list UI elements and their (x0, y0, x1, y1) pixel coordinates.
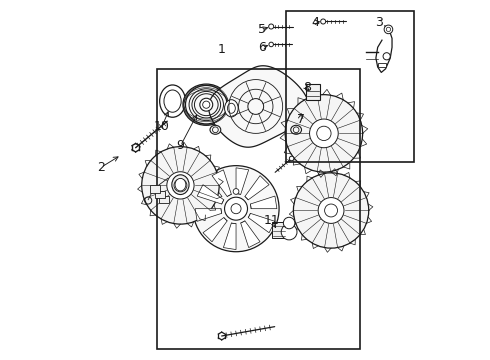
Text: 11: 11 (264, 214, 280, 227)
Ellipse shape (210, 125, 221, 134)
Text: 6: 6 (258, 41, 266, 54)
Polygon shape (212, 170, 231, 197)
Circle shape (200, 98, 213, 111)
Bar (378, 63, 386, 67)
Circle shape (233, 189, 239, 194)
Polygon shape (241, 221, 260, 248)
Ellipse shape (172, 175, 189, 194)
Circle shape (224, 197, 247, 220)
Polygon shape (250, 196, 277, 209)
Circle shape (310, 119, 338, 148)
Text: 9: 9 (176, 139, 184, 152)
Text: 5: 5 (258, 23, 266, 36)
Circle shape (383, 53, 390, 60)
Polygon shape (248, 213, 275, 233)
Polygon shape (245, 176, 269, 200)
Bar (286, 12, 414, 162)
Ellipse shape (183, 84, 230, 125)
Bar (272, 222, 286, 238)
Circle shape (269, 24, 274, 29)
Bar (155, 191, 165, 198)
Circle shape (290, 156, 294, 161)
Ellipse shape (224, 100, 238, 117)
Polygon shape (203, 217, 227, 242)
Circle shape (167, 172, 194, 199)
Ellipse shape (291, 125, 301, 134)
Bar (306, 84, 320, 100)
Circle shape (283, 217, 295, 229)
Text: 4: 4 (311, 16, 319, 29)
Circle shape (294, 173, 368, 248)
Ellipse shape (220, 95, 242, 121)
Bar (159, 196, 170, 203)
Polygon shape (209, 66, 309, 147)
Text: 10: 10 (154, 121, 170, 134)
Bar (150, 185, 160, 193)
Circle shape (142, 147, 219, 224)
Text: 7: 7 (296, 113, 305, 126)
Circle shape (285, 95, 363, 172)
Bar (157, 69, 360, 348)
Polygon shape (223, 223, 236, 249)
Circle shape (281, 224, 297, 240)
Polygon shape (236, 168, 248, 194)
Ellipse shape (175, 179, 186, 191)
Text: 8: 8 (303, 81, 311, 94)
Circle shape (269, 42, 273, 47)
Circle shape (384, 25, 393, 34)
Text: 2: 2 (97, 161, 105, 174)
Text: 3: 3 (375, 16, 383, 29)
Circle shape (193, 166, 279, 252)
Circle shape (320, 19, 326, 24)
Text: 1: 1 (218, 42, 225, 55)
Circle shape (318, 198, 344, 224)
Polygon shape (197, 185, 224, 204)
Polygon shape (195, 209, 221, 221)
